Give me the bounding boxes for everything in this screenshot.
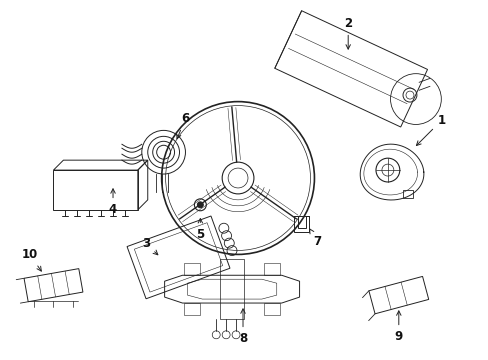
Text: 8: 8 [239,309,246,345]
Text: 7: 7 [309,229,321,248]
Text: 3: 3 [142,237,158,255]
Text: 2: 2 [344,17,351,49]
Text: 5: 5 [196,219,204,241]
Text: 1: 1 [416,114,445,145]
Text: 6: 6 [176,112,189,139]
Text: 9: 9 [394,311,402,343]
Text: 10: 10 [21,248,41,271]
Text: 4: 4 [109,189,117,216]
Circle shape [197,202,203,208]
